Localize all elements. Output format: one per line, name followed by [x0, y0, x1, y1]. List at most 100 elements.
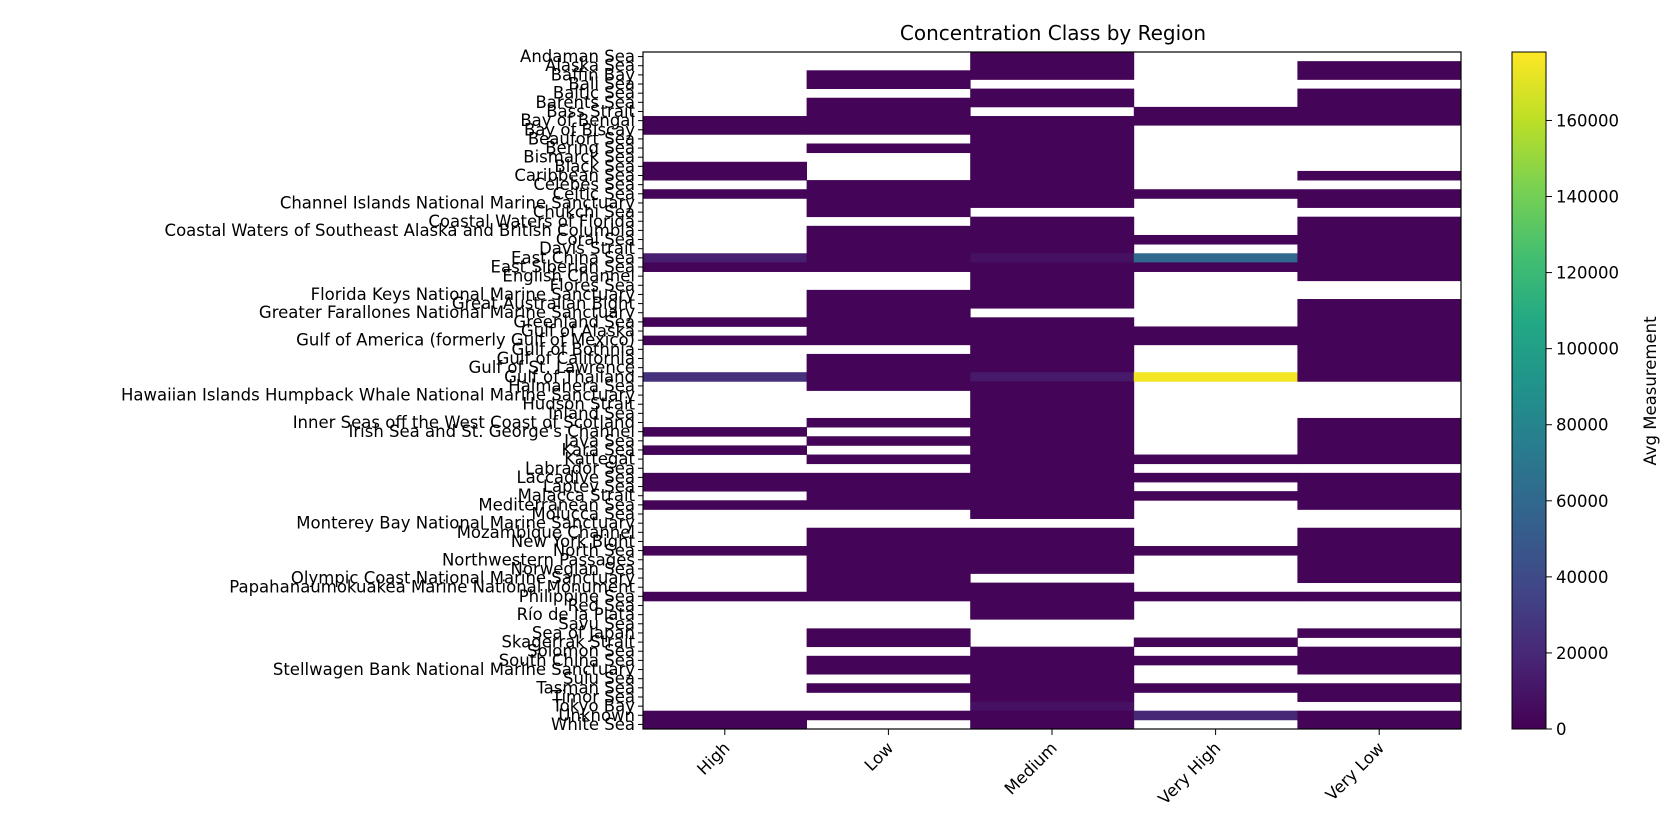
y-tick-label: North Sea [553, 541, 635, 560]
heatmap-cell [806, 308, 971, 318]
heatmap-cell [1133, 710, 1298, 721]
heatmap-cell [1297, 417, 1462, 428]
heatmap-cell [970, 116, 1135, 126]
heatmap-cell [806, 637, 971, 648]
heatmap-cell [1297, 546, 1462, 556]
heatmap-cell [970, 500, 1135, 510]
y-tick-label: Flores Sea [550, 276, 635, 295]
heatmap-cell [1297, 253, 1462, 263]
heatmap-cell [970, 289, 1135, 300]
heatmap-cell [970, 52, 1135, 62]
colorbar-tick-label: 140000 [1556, 188, 1619, 207]
y-tick-label: Red Sea [568, 596, 635, 615]
heatmap-cell [970, 70, 1135, 80]
heatmap-cell [643, 591, 807, 602]
heatmap-cell [806, 335, 971, 346]
heatmap-cell [806, 454, 971, 465]
heatmap-cell [643, 427, 807, 437]
heatmap-cell [1297, 299, 1462, 309]
heatmap-cell [806, 317, 971, 327]
heatmap-cell [1133, 262, 1298, 272]
heatmap-cell [970, 216, 1135, 227]
heatmap-cell [1297, 216, 1462, 227]
heatmap-cell [1297, 536, 1462, 547]
heatmap-cell [970, 719, 1135, 730]
heatmap-cell [806, 189, 971, 199]
heatmap-cell [970, 664, 1135, 675]
colorbar-label: Avg Measurement [1641, 316, 1660, 466]
heatmap-cell [1297, 527, 1462, 538]
y-tick-label: Philippine Sea [519, 587, 635, 606]
heatmap-cell [970, 317, 1135, 327]
heatmap-cell [970, 683, 1135, 693]
heatmap-cell [806, 143, 971, 154]
heatmap-cell [1297, 335, 1462, 346]
y-tick-label: Timor Sea [551, 687, 635, 706]
heatmap-cell [643, 719, 807, 730]
heatmap-cell [1133, 372, 1298, 382]
heatmap-cell [970, 262, 1135, 272]
heatmap-cell [1133, 591, 1298, 602]
heatmap-cell [806, 97, 971, 108]
x-axis: High Low Medium Very High Very Low [693, 729, 1388, 808]
colorbar-tick-label: 60000 [1556, 492, 1609, 511]
heatmap-cell [1297, 427, 1462, 437]
heatmap-cell [1297, 308, 1462, 318]
heatmap-cell [806, 289, 971, 300]
heatmap-cell [1133, 491, 1298, 501]
colorbar-gradient [1511, 51, 1547, 730]
y-tick-label: Malacca Strait [518, 486, 636, 505]
y-tick-label: Coral Sea [556, 230, 635, 249]
heatmap-cell [970, 280, 1135, 291]
y-tick-label: Bay of Bengal [520, 111, 635, 130]
y-tick-label: Labrador Sea [525, 459, 635, 478]
heatmap-cell [806, 326, 971, 337]
y-tick-label: Solomon Sea [527, 642, 635, 661]
heatmap-cell [643, 481, 807, 492]
heatmap-cell [806, 207, 971, 218]
heatmap-cell [806, 381, 971, 391]
y-tick-label: Baffin Bay [551, 65, 636, 84]
heatmap-cell [1297, 719, 1462, 730]
y-tick-label: Celebes Sea [533, 175, 635, 194]
y-tick-label: Monterey Bay National Marine Sanctuary [296, 514, 635, 533]
heatmap-cell [970, 299, 1135, 309]
heatmap-cell [970, 189, 1135, 199]
heatmap-cell [643, 262, 807, 272]
y-tick-label: Savu Sea [558, 614, 635, 633]
heatmap-cell [970, 335, 1135, 346]
y-tick-label: Unknown [558, 706, 635, 725]
heatmap-cell [1297, 344, 1462, 355]
heatmap-cell [1297, 573, 1462, 584]
y-tick-label: Sulu Sea [563, 669, 635, 688]
y-tick-label: South China Sea [499, 651, 635, 670]
heatmap-cell [970, 125, 1135, 135]
heatmap-cell [806, 591, 971, 602]
y-tick-label: East Siberian Sea [491, 257, 635, 276]
colorbar-ticks: 0 20000 40000 60000 80000 100000 120000 140000 1… [1546, 111, 1619, 739]
y-tick-label: Black Sea [554, 157, 635, 176]
heatmap-cell [643, 445, 807, 455]
heatmap-cell [1297, 564, 1462, 574]
heatmap-cell [806, 106, 971, 117]
heatmap-cell [970, 463, 1135, 474]
heatmap-cell [970, 399, 1135, 410]
heatmap-cell [643, 500, 807, 510]
heatmap-cell [806, 655, 971, 666]
heatmap-cell [970, 326, 1135, 337]
heatmap-cell [970, 408, 1135, 419]
heatmap-cell [1133, 637, 1298, 648]
heatmap-cell [1297, 262, 1462, 272]
y-tick-label: Greenland Sea [513, 312, 635, 331]
heatmap-cell [806, 546, 971, 556]
heatmap-cell [806, 664, 971, 675]
heatmap-cell [1133, 189, 1298, 199]
heatmap-cell [806, 372, 971, 382]
heatmap-cell [970, 143, 1135, 154]
heatmap-cell [1297, 363, 1462, 373]
heatmap-cell [643, 372, 807, 382]
y-tick-label: Hawaiian Islands Humpback Whale National… [121, 386, 635, 405]
heatmap-cell [806, 417, 971, 428]
colorbar-tick-label: 40000 [1556, 568, 1609, 587]
